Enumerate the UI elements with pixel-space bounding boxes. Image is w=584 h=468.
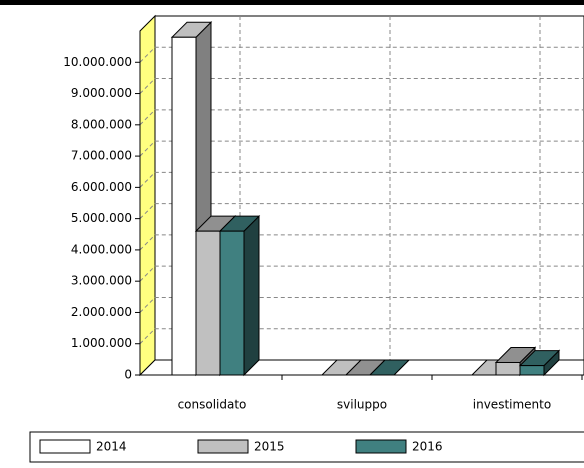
y-tick-label: 3.000.000 bbox=[71, 274, 132, 288]
y-tick-label: 8.000.000 bbox=[71, 117, 132, 131]
grid-line bbox=[139, 78, 584, 94]
top-border bbox=[0, 0, 584, 5]
y-tick-label: 5.000.000 bbox=[71, 211, 132, 225]
grid-line bbox=[139, 296, 584, 313]
legend-label: 2015 bbox=[254, 440, 285, 454]
grid-line bbox=[139, 265, 584, 282]
bar bbox=[495, 361, 521, 376]
y-tick-label: 4.000.000 bbox=[71, 242, 132, 256]
legend-swatch bbox=[197, 439, 249, 454]
bar bbox=[219, 230, 245, 376]
bar bbox=[195, 230, 221, 376]
legend-swatch bbox=[39, 439, 91, 454]
left-wall bbox=[139, 14, 156, 377]
legend-box bbox=[29, 431, 584, 463]
bar-top bbox=[368, 359, 411, 376]
grid-line bbox=[139, 328, 584, 345]
bar-side bbox=[243, 214, 260, 377]
grid-line bbox=[139, 234, 584, 251]
legend-label: 2016 bbox=[412, 440, 443, 454]
grid-line bbox=[139, 46, 584, 63]
y-tick-label: 0 bbox=[124, 368, 132, 382]
y-tick-label: 1.000.000 bbox=[71, 336, 132, 350]
legend-label: 2014 bbox=[96, 440, 127, 454]
bar bbox=[171, 36, 197, 376]
y-tick-label: 9.000.000 bbox=[71, 86, 132, 100]
grid-line bbox=[139, 171, 584, 188]
grid-line bbox=[139, 140, 584, 157]
grid-line bbox=[139, 109, 584, 126]
y-tick-label: 2.000.000 bbox=[71, 305, 132, 319]
y-tick-label: 6.000.000 bbox=[71, 180, 132, 194]
grid-line bbox=[139, 203, 584, 219]
x-tick-label: sviluppo bbox=[337, 398, 387, 412]
y-tick-label: 7.000.000 bbox=[71, 149, 132, 163]
x-tick-label: investimento bbox=[473, 398, 551, 412]
x-tick-label: consolidato bbox=[178, 398, 247, 412]
y-tick-label: 10.000.000 bbox=[63, 55, 132, 69]
legend-swatch bbox=[355, 439, 407, 454]
bar bbox=[519, 365, 545, 376]
